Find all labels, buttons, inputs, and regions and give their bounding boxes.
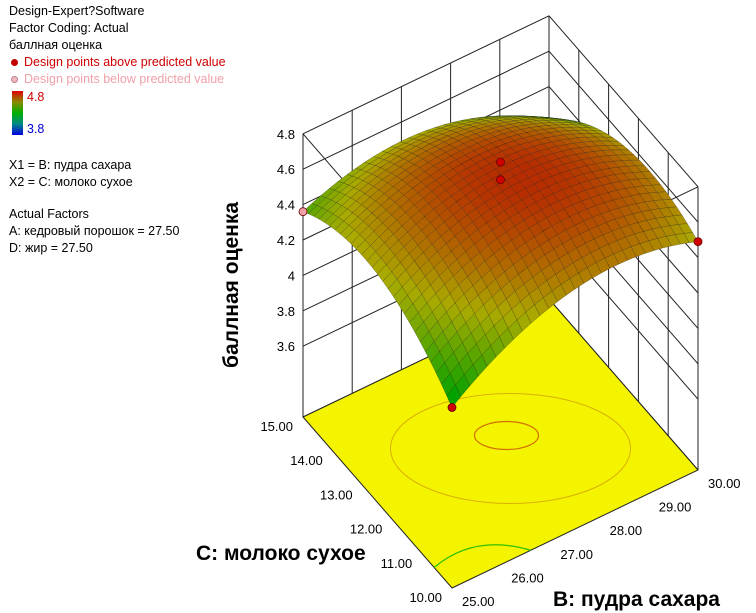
z-tick-label: 4.2 bbox=[277, 233, 295, 248]
design-point-above bbox=[496, 175, 505, 185]
factor-a-label: A: кедровый порошок = 27.50 bbox=[9, 224, 180, 238]
factor-coding-label: Factor Coding: Actual bbox=[9, 21, 129, 35]
contour-line bbox=[390, 393, 631, 504]
response-label: баллная оценка bbox=[9, 38, 103, 52]
y-tick-label: 10.00 bbox=[409, 590, 442, 605]
color-scale-bar bbox=[12, 91, 23, 135]
x-tick-label: 26.00 bbox=[511, 570, 544, 585]
z-tick-label: 4.4 bbox=[277, 198, 295, 213]
below-point-icon bbox=[11, 76, 18, 84]
x-tick-label: 25.00 bbox=[462, 594, 495, 609]
legend-above-label: Design points above predicted value bbox=[24, 55, 226, 69]
z-axis-title: баллная оценка bbox=[220, 202, 243, 368]
x1-label: X1 = B: пудра сахара bbox=[9, 158, 132, 172]
design-point-below bbox=[298, 207, 308, 217]
y-tick-label: 14.00 bbox=[290, 453, 323, 468]
y-tick-label: 13.00 bbox=[320, 487, 353, 502]
design-point-above bbox=[693, 237, 703, 247]
y-tick-label: 11.00 bbox=[381, 556, 413, 571]
contour-line bbox=[433, 544, 531, 568]
z-tick-label: 3.8 bbox=[277, 304, 295, 319]
scale-max: 4.8 bbox=[27, 90, 45, 104]
actual-factors-title: Actual Factors bbox=[9, 207, 89, 221]
design-point-above bbox=[447, 403, 457, 412]
z-tick-label: 4 bbox=[288, 268, 295, 283]
contour-line bbox=[473, 420, 540, 451]
gridline-z bbox=[548, 15, 699, 188]
y-axis-title: C: молоко сухое bbox=[196, 542, 366, 565]
response-surface bbox=[302, 115, 699, 408]
z-tick-label: 4.8 bbox=[277, 127, 295, 142]
gridline-z bbox=[548, 50, 699, 223]
z-tick-label: 3.6 bbox=[277, 339, 295, 354]
design-points bbox=[298, 157, 703, 412]
y-tick-label: 12.00 bbox=[350, 522, 383, 537]
gridline-z bbox=[302, 15, 550, 135]
x-tick-label: 28.00 bbox=[610, 523, 643, 538]
software-label: Design-Expert?Software bbox=[9, 4, 145, 18]
z-tick-label: 4.6 bbox=[277, 162, 295, 177]
legend-below: Design points below predicted value bbox=[9, 72, 224, 86]
scale-min: 3.8 bbox=[27, 122, 45, 136]
y-tick-label: 15.00 bbox=[260, 419, 293, 434]
factor-d-label: D: жир = 27.50 bbox=[9, 241, 93, 255]
design-point-above bbox=[496, 157, 505, 167]
above-point-icon bbox=[11, 59, 18, 67]
x2-label: X2 = C: молоко сухое bbox=[9, 175, 133, 189]
x-tick-label: 27.00 bbox=[560, 547, 593, 562]
legend-above: Design points above predicted value bbox=[9, 55, 226, 69]
x-axis-title: B: пудра сахара bbox=[553, 588, 720, 611]
x-tick-label: 30.00 bbox=[708, 476, 741, 491]
surface-cell bbox=[446, 384, 461, 408]
legend-below-label: Design points below predicted value bbox=[24, 72, 225, 86]
gridline-z bbox=[302, 50, 550, 170]
x-tick-label: 29.00 bbox=[659, 500, 692, 515]
axis-ticks: 3.6 3.8 4 4.2 4.4 4.6 4.8 10.00 11.00 12.00 13.00 1… bbox=[260, 127, 740, 609]
